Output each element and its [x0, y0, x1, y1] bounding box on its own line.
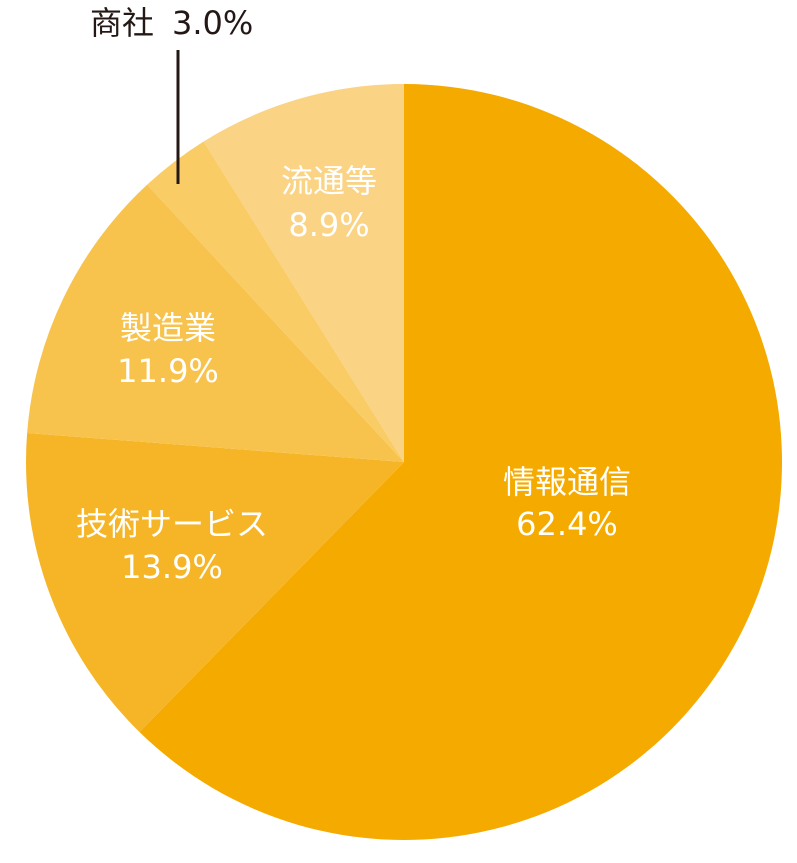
- slice-name-情報通信: 情報通信: [503, 463, 631, 501]
- slice-name-技術サービス: 技術サービス: [76, 505, 268, 543]
- pie-labels: 情報通信 62.4% 技術サービス 13.9% 製造業 11.9% 流通等 8.…: [76, 4, 631, 586]
- pie-slice-製造業: [27, 184, 405, 462]
- pie-slice-流通等: [203, 84, 404, 462]
- slice-value-商社: 3.0%: [172, 4, 253, 42]
- slice-value-情報通信: 62.4%: [516, 505, 618, 543]
- pie-slice-技術サービス: [26, 432, 405, 732]
- pie-slices: [26, 84, 782, 840]
- slice-value-技術サービス: 13.9%: [121, 548, 223, 586]
- pie-slice-商社: [147, 141, 404, 462]
- slice-value-製造業: 11.9%: [117, 352, 219, 390]
- pie-slice-情報通信: [139, 84, 782, 840]
- slice-name-商社: 商社: [90, 4, 154, 42]
- slice-name-流通等: 流通等: [281, 162, 377, 200]
- slice-name-製造業: 製造業: [120, 309, 216, 347]
- slice-value-流通等: 8.9%: [288, 206, 369, 244]
